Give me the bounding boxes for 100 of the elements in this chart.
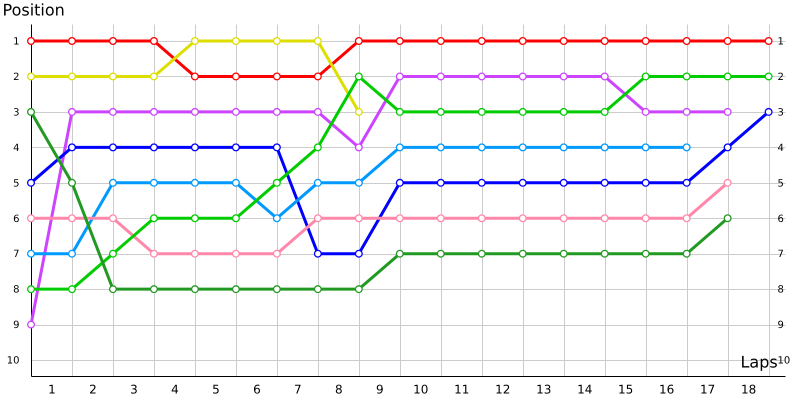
- y2-tick-label: 8: [778, 284, 784, 296]
- point: [642, 178, 650, 187]
- point: [68, 37, 76, 46]
- point: [436, 143, 445, 152]
- point: [396, 214, 404, 222]
- point: [232, 72, 240, 80]
- y-tick-label: 1: [13, 36, 20, 48]
- point: [314, 72, 322, 80]
- point: [150, 72, 158, 80]
- point: [354, 72, 363, 80]
- point: [560, 108, 568, 116]
- point: [190, 72, 199, 80]
- point: [396, 250, 404, 258]
- point: [396, 143, 404, 152]
- point: [150, 143, 158, 152]
- x-tick-label: 11: [454, 382, 470, 396]
- point: [314, 143, 322, 152]
- point: [272, 285, 281, 294]
- point: [190, 250, 199, 258]
- y-axis-title: Position: [2, 0, 65, 20]
- point: [190, 214, 199, 222]
- point: [26, 214, 36, 222]
- x-tick-label: 17: [700, 382, 716, 396]
- point: [436, 37, 445, 46]
- point: [682, 37, 691, 46]
- point: [26, 178, 36, 187]
- point: [436, 214, 445, 222]
- point: [682, 108, 691, 116]
- point: [396, 108, 404, 116]
- point: [396, 178, 404, 187]
- point: [436, 72, 445, 80]
- point: [682, 143, 691, 152]
- point: [26, 72, 36, 80]
- point: [108, 250, 117, 258]
- point: [560, 178, 568, 187]
- point: [150, 108, 158, 116]
- point: [68, 143, 76, 152]
- point: [600, 178, 609, 187]
- point: [478, 178, 486, 187]
- point: [272, 108, 281, 116]
- x-tick-label: 18: [740, 382, 756, 396]
- point: [150, 37, 158, 46]
- y-tick-label: 9: [13, 320, 20, 332]
- point: [560, 72, 568, 80]
- point: [642, 37, 650, 46]
- point: [724, 143, 732, 152]
- point: [108, 37, 117, 46]
- point: [232, 37, 240, 46]
- point: [108, 143, 117, 152]
- y-tick-label: 2: [13, 72, 20, 83]
- point: [436, 108, 445, 116]
- x-tick-label: 6: [253, 382, 261, 396]
- point: [272, 250, 281, 258]
- x-tick-label: 4: [171, 382, 179, 396]
- point: [26, 108, 36, 116]
- point: [518, 72, 527, 80]
- point: [354, 178, 363, 187]
- point: [68, 178, 76, 187]
- point: [518, 214, 527, 222]
- x-tick-label: 12: [495, 382, 510, 396]
- point: [272, 178, 281, 187]
- point: [642, 143, 650, 152]
- point: [396, 72, 404, 80]
- point: [600, 214, 609, 222]
- x-tick-label: 1: [48, 382, 56, 396]
- point: [68, 250, 76, 258]
- y2-tick-label: 4: [778, 142, 784, 154]
- point: [642, 72, 650, 80]
- y-tick-label: 7: [13, 249, 20, 260]
- point: [518, 178, 527, 187]
- y2-tick-label: 9: [778, 320, 784, 332]
- point: [108, 108, 117, 116]
- point: [272, 37, 281, 46]
- point: [518, 37, 527, 46]
- point: [232, 250, 240, 258]
- y-tick-label: 3: [13, 107, 20, 118]
- y-tick-label: 4: [13, 142, 20, 154]
- point: [68, 108, 76, 116]
- point: [724, 72, 732, 80]
- point: [724, 178, 732, 187]
- point: [314, 108, 322, 116]
- point: [190, 285, 199, 294]
- y2-tick-label: 7: [778, 249, 784, 260]
- point: [108, 285, 117, 294]
- point: [642, 214, 650, 222]
- point: [190, 37, 199, 46]
- point: [724, 108, 732, 116]
- point: [478, 214, 486, 222]
- point: [764, 37, 773, 46]
- y2-tick-label: 10: [778, 356, 790, 367]
- point: [682, 72, 691, 80]
- point: [560, 143, 568, 152]
- point: [26, 285, 36, 294]
- point: [190, 108, 199, 116]
- x-tick-label: 5: [212, 382, 220, 396]
- point: [682, 214, 691, 222]
- point: [518, 143, 527, 152]
- point: [354, 250, 363, 258]
- point: [354, 108, 363, 116]
- point: [68, 72, 76, 80]
